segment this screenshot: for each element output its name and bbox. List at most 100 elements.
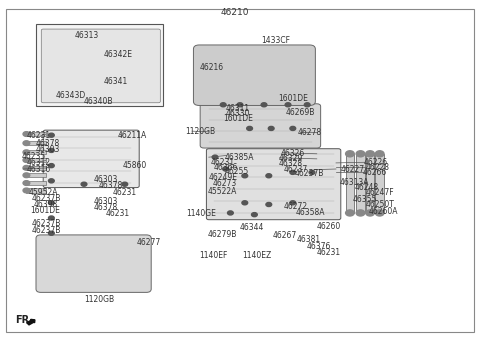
Text: 46260: 46260 bbox=[317, 222, 341, 231]
Bar bbox=[26, 188, 46, 193]
Circle shape bbox=[23, 188, 30, 193]
Bar bbox=[366, 154, 374, 213]
Circle shape bbox=[23, 166, 30, 170]
Circle shape bbox=[23, 132, 30, 137]
Text: 1140EZ: 1140EZ bbox=[242, 251, 272, 260]
Text: 46266: 46266 bbox=[362, 168, 387, 177]
Circle shape bbox=[304, 103, 310, 107]
Text: 46260A: 46260A bbox=[369, 207, 398, 216]
Text: 46237B: 46237B bbox=[31, 219, 60, 227]
Text: 46231: 46231 bbox=[210, 158, 234, 167]
Bar bbox=[26, 141, 46, 145]
Text: 46355: 46355 bbox=[353, 195, 377, 204]
Text: 1601DE: 1601DE bbox=[278, 94, 308, 102]
Text: 46378: 46378 bbox=[98, 182, 123, 190]
Text: 46231: 46231 bbox=[106, 209, 130, 218]
Circle shape bbox=[228, 211, 233, 215]
Text: 46272: 46272 bbox=[283, 202, 307, 211]
Circle shape bbox=[23, 173, 30, 178]
Bar bbox=[375, 154, 384, 213]
Text: 45952A: 45952A bbox=[29, 188, 58, 197]
Text: 46247F: 46247F bbox=[366, 188, 395, 197]
Circle shape bbox=[48, 231, 54, 235]
Circle shape bbox=[346, 210, 354, 216]
Bar bbox=[26, 181, 46, 185]
Circle shape bbox=[23, 180, 30, 185]
Text: 46343D: 46343D bbox=[55, 91, 85, 100]
Text: 46329: 46329 bbox=[278, 154, 303, 163]
Bar bbox=[26, 173, 46, 177]
Circle shape bbox=[266, 202, 272, 207]
Text: 46311: 46311 bbox=[226, 104, 250, 113]
Circle shape bbox=[212, 155, 218, 159]
Circle shape bbox=[242, 201, 248, 205]
Text: 46228: 46228 bbox=[366, 163, 390, 172]
Text: 46342E: 46342E bbox=[103, 50, 132, 59]
Circle shape bbox=[375, 210, 384, 216]
Circle shape bbox=[290, 126, 296, 130]
Text: 1601DE: 1601DE bbox=[223, 114, 253, 123]
Circle shape bbox=[247, 126, 252, 130]
Circle shape bbox=[290, 201, 296, 205]
Text: 46313: 46313 bbox=[74, 31, 99, 40]
Text: 46227: 46227 bbox=[341, 165, 365, 173]
FancyBboxPatch shape bbox=[41, 29, 160, 103]
FancyBboxPatch shape bbox=[43, 130, 139, 188]
Text: 46279B: 46279B bbox=[207, 231, 237, 239]
Text: 1120GB: 1120GB bbox=[84, 295, 114, 304]
Circle shape bbox=[266, 174, 272, 178]
Text: 46303: 46303 bbox=[94, 175, 118, 184]
Text: 46381: 46381 bbox=[297, 236, 321, 244]
Circle shape bbox=[122, 182, 128, 186]
Text: 46231: 46231 bbox=[26, 131, 50, 140]
Text: 46250T: 46250T bbox=[366, 200, 395, 209]
Text: 46226: 46226 bbox=[364, 158, 388, 167]
Text: 46237B: 46237B bbox=[31, 226, 60, 235]
Text: 1433CF: 1433CF bbox=[262, 36, 290, 45]
Text: 46278: 46278 bbox=[298, 128, 322, 137]
Text: 46231: 46231 bbox=[317, 248, 341, 257]
Circle shape bbox=[48, 201, 54, 205]
Text: 46255: 46255 bbox=[225, 167, 249, 176]
Bar bbox=[346, 154, 354, 213]
Circle shape bbox=[48, 148, 54, 152]
Text: 45522A: 45522A bbox=[207, 188, 237, 196]
Circle shape bbox=[375, 151, 384, 157]
Circle shape bbox=[23, 158, 30, 163]
Circle shape bbox=[268, 126, 274, 130]
Text: 46216: 46216 bbox=[199, 63, 223, 72]
Circle shape bbox=[48, 133, 54, 137]
Bar bbox=[26, 150, 46, 154]
FancyBboxPatch shape bbox=[193, 45, 315, 105]
FancyArrow shape bbox=[27, 319, 35, 325]
Circle shape bbox=[346, 151, 354, 157]
Circle shape bbox=[223, 167, 228, 171]
Text: 46330: 46330 bbox=[226, 109, 250, 118]
Circle shape bbox=[48, 216, 54, 220]
Text: 46376: 46376 bbox=[306, 242, 331, 251]
Text: 46378: 46378 bbox=[36, 139, 60, 148]
Circle shape bbox=[309, 170, 315, 174]
Text: 46277: 46277 bbox=[137, 238, 161, 247]
Text: 1601DE: 1601DE bbox=[30, 206, 60, 215]
Circle shape bbox=[81, 182, 87, 186]
Circle shape bbox=[356, 151, 365, 157]
Circle shape bbox=[23, 150, 30, 155]
FancyBboxPatch shape bbox=[200, 104, 321, 148]
Text: 46341: 46341 bbox=[103, 77, 128, 86]
Text: 46303: 46303 bbox=[36, 145, 60, 154]
Text: 1120GB: 1120GB bbox=[185, 127, 215, 136]
Text: 46303: 46303 bbox=[94, 197, 118, 206]
Text: 46211A: 46211A bbox=[118, 131, 147, 140]
Bar bbox=[26, 166, 46, 170]
Text: 46249E: 46249E bbox=[209, 173, 238, 182]
Circle shape bbox=[48, 179, 54, 183]
Text: 46210: 46210 bbox=[221, 8, 250, 17]
Circle shape bbox=[237, 103, 243, 107]
FancyBboxPatch shape bbox=[36, 235, 151, 292]
Text: 46398: 46398 bbox=[34, 200, 58, 209]
Circle shape bbox=[23, 141, 30, 146]
Circle shape bbox=[290, 170, 296, 174]
Circle shape bbox=[261, 103, 267, 107]
Circle shape bbox=[48, 164, 54, 168]
